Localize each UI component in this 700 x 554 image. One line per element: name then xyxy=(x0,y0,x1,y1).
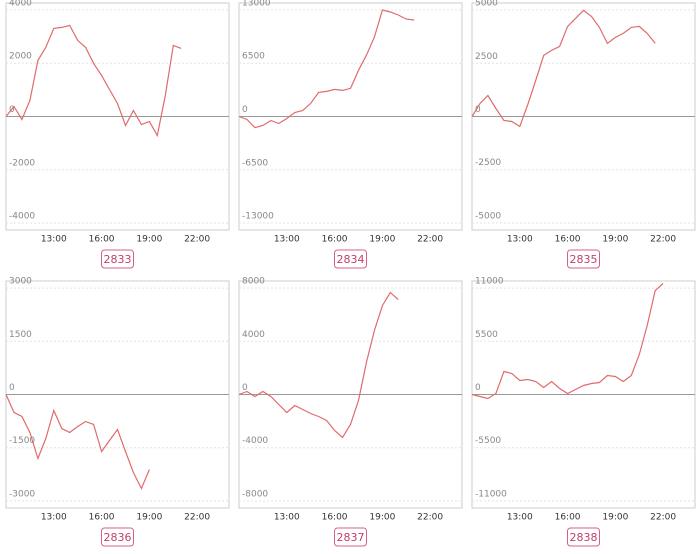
line xyxy=(471,9,656,128)
line xyxy=(471,283,664,400)
line xyxy=(5,394,150,490)
title-badge xyxy=(567,249,600,269)
line xyxy=(5,24,182,138)
chart-title: 2837 xyxy=(337,531,365,544)
x-tick-label: 22:00 xyxy=(417,235,443,245)
y-tick-label: -2500 xyxy=(475,158,501,168)
x-tick-label: 13:00 xyxy=(41,235,67,245)
y-tick-label: -3000 xyxy=(9,489,35,499)
chart-title: 2838 xyxy=(570,531,598,544)
title-badge xyxy=(101,527,134,547)
y-tick-label: 8000 xyxy=(242,277,265,287)
y-tick-label: 0 xyxy=(242,105,248,115)
x-tick-label: 16:00 xyxy=(89,513,115,523)
y-tick-label: -8000 xyxy=(242,489,268,499)
y-tick-label: -13000 xyxy=(242,212,274,222)
chart-title: 2835 xyxy=(570,253,598,266)
y-tick-label: -4000 xyxy=(9,212,35,222)
x-tick-label: 13:00 xyxy=(274,235,300,245)
x-tick-label: 19:00 xyxy=(136,235,162,245)
x-tick-label: 22:00 xyxy=(650,513,676,523)
title-badge xyxy=(101,249,134,269)
y-tick-label: -5000 xyxy=(475,211,501,221)
x-tick-label: 22:00 xyxy=(417,513,443,523)
y-tick-label: -2000 xyxy=(9,158,35,168)
chart-title: 2833 xyxy=(104,253,132,266)
x-tick-label: 22:00 xyxy=(184,513,210,523)
x-tick-label: 19:00 xyxy=(369,513,395,523)
x-tick-label: 16:00 xyxy=(322,513,348,523)
x-tick-label: 19:00 xyxy=(136,513,162,523)
y-tick-label: 6500 xyxy=(242,52,265,62)
line xyxy=(238,9,415,129)
x-tick-label: 13:00 xyxy=(507,513,533,523)
x-tick-label: 13:00 xyxy=(41,513,67,523)
y-tick-label: 0 xyxy=(9,105,15,115)
y-tick-label: 1500 xyxy=(9,330,32,340)
title-badge xyxy=(567,527,600,547)
y-tick-label: 5000 xyxy=(475,0,498,9)
y-tick-label: 4000 xyxy=(242,330,265,340)
x-tick-label: 13:00 xyxy=(507,235,533,245)
x-tick-label: 16:00 xyxy=(89,235,115,245)
y-tick-label: 5500 xyxy=(475,330,498,340)
x-tick-label: 16:00 xyxy=(322,235,348,245)
x-tick-label: 22:00 xyxy=(184,235,210,245)
x-tick-label: 16:00 xyxy=(555,235,581,245)
x-tick-label: 22:00 xyxy=(650,235,676,245)
x-tick-label: 16:00 xyxy=(555,513,581,523)
y-tick-label: -1500 xyxy=(9,436,35,446)
x-tick-label: 19:00 xyxy=(369,235,395,245)
y-tick-label: 2000 xyxy=(9,52,32,62)
y-tick-label: 0 xyxy=(475,105,481,115)
chart-title: 2836 xyxy=(104,531,132,544)
x-tick-label: 19:00 xyxy=(602,235,628,245)
chart-title: 2834 xyxy=(337,253,365,266)
y-tick-label: 0 xyxy=(242,383,248,393)
y-tick-label: -5500 xyxy=(475,436,501,446)
line xyxy=(238,291,399,439)
x-tick-label: 19:00 xyxy=(602,513,628,523)
y-tick-label: -4000 xyxy=(242,436,268,446)
y-tick-label: 0 xyxy=(9,383,15,393)
y-tick-label: 11000 xyxy=(475,277,504,287)
title-badge xyxy=(334,527,367,547)
title-badge xyxy=(334,249,367,269)
y-tick-label: -11000 xyxy=(475,489,507,499)
y-tick-label: 3000 xyxy=(9,277,32,287)
y-tick-label: 13000 xyxy=(242,0,271,8)
y-tick-label: 0 xyxy=(475,383,481,393)
y-tick-label: -6500 xyxy=(242,158,268,168)
y-tick-label: 2500 xyxy=(475,52,498,62)
x-tick-label: 13:00 xyxy=(274,513,300,523)
y-tick-label: 4000 xyxy=(9,0,32,8)
